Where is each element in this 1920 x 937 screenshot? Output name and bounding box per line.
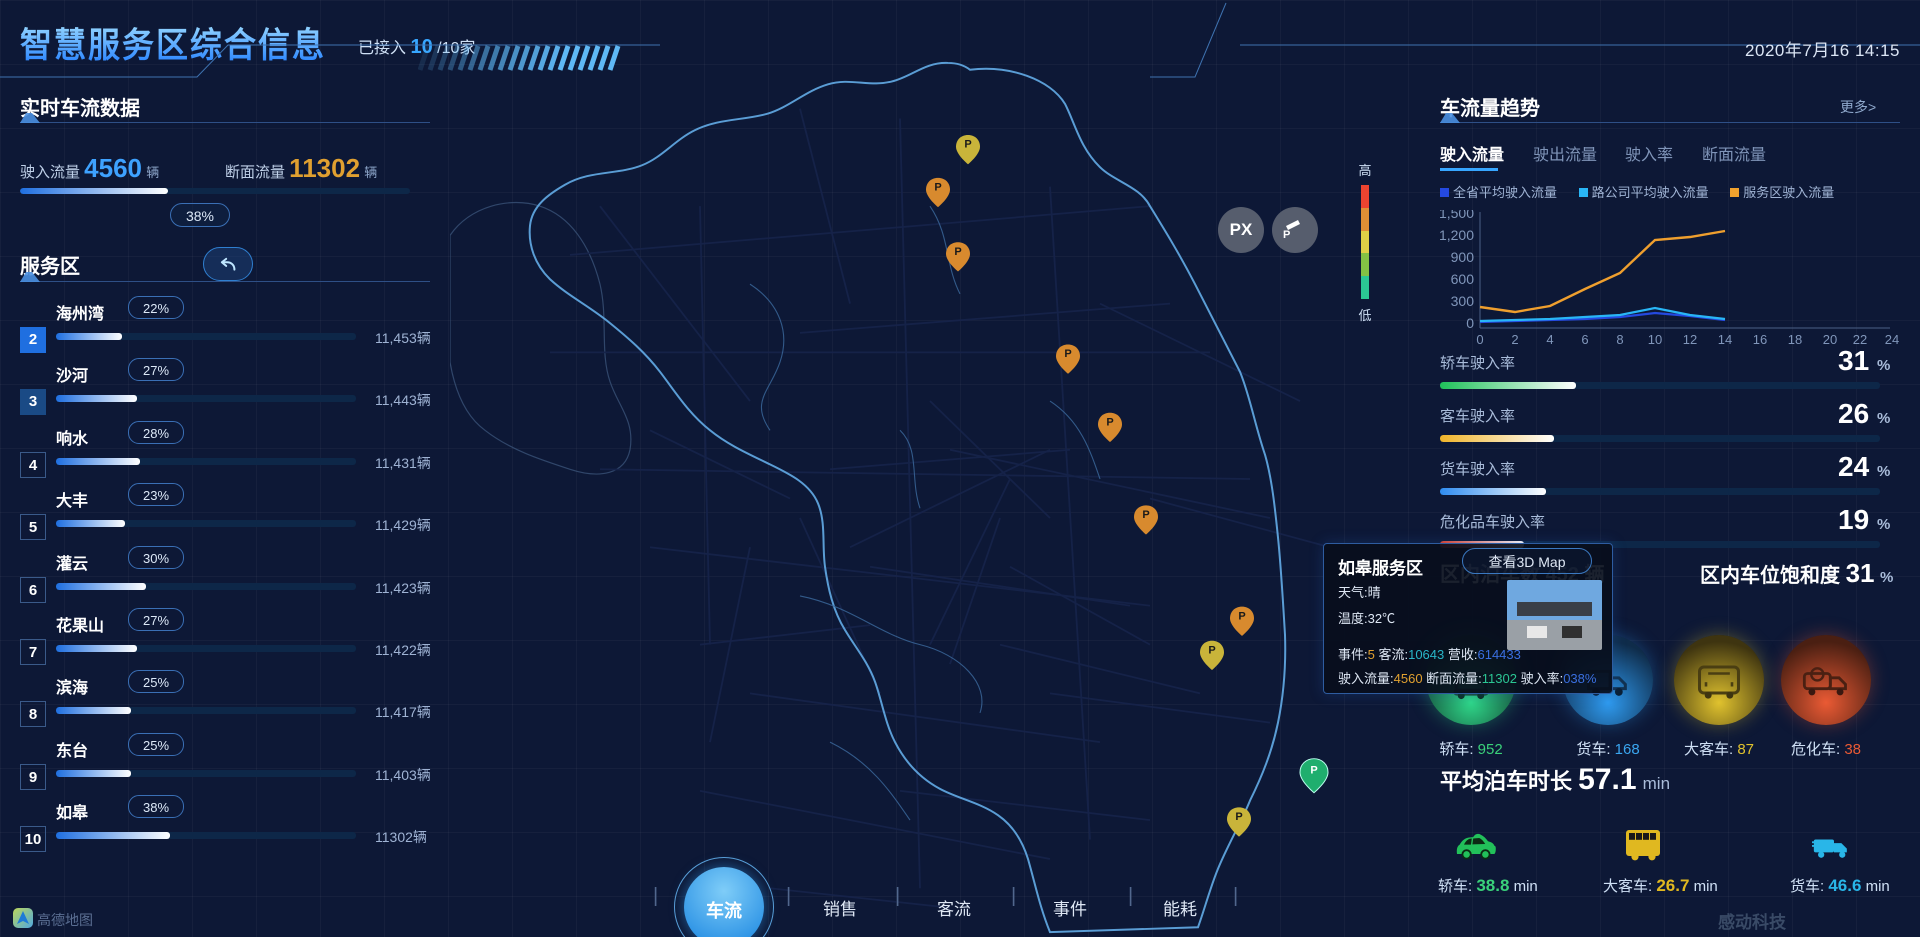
svg-text:P: P [954, 246, 961, 258]
svg-text:P: P [1310, 764, 1317, 776]
svg-text:P: P [964, 139, 971, 151]
svg-text:18: 18 [1788, 332, 1802, 347]
svg-text:12: 12 [1683, 332, 1697, 347]
svg-text:P: P [1064, 348, 1071, 360]
svg-text:600: 600 [1451, 271, 1475, 287]
svg-text:P: P [934, 182, 941, 194]
svg-text:0: 0 [1466, 315, 1474, 331]
svg-text:P: P [1238, 610, 1245, 622]
svg-text:20: 20 [1823, 332, 1837, 347]
svg-text:1,500: 1,500 [1440, 210, 1474, 221]
svg-text:P: P [1106, 417, 1113, 429]
svg-text:P: P [1208, 645, 1215, 657]
svg-text:14: 14 [1718, 332, 1732, 347]
svg-text:900: 900 [1451, 249, 1475, 265]
svg-text:2: 2 [1511, 332, 1518, 347]
svg-text:0: 0 [1476, 332, 1483, 347]
svg-text:16: 16 [1753, 332, 1767, 347]
svg-text:P: P [1142, 509, 1149, 521]
svg-text:P: P [1283, 229, 1290, 241]
svg-text:P: P [1235, 811, 1242, 823]
svg-text:300: 300 [1451, 293, 1475, 309]
svg-text:4: 4 [1546, 332, 1553, 347]
svg-text:1,200: 1,200 [1440, 227, 1474, 243]
svg-text:8: 8 [1616, 332, 1623, 347]
svg-text:6: 6 [1581, 332, 1588, 347]
svg-text:10: 10 [1648, 332, 1662, 347]
